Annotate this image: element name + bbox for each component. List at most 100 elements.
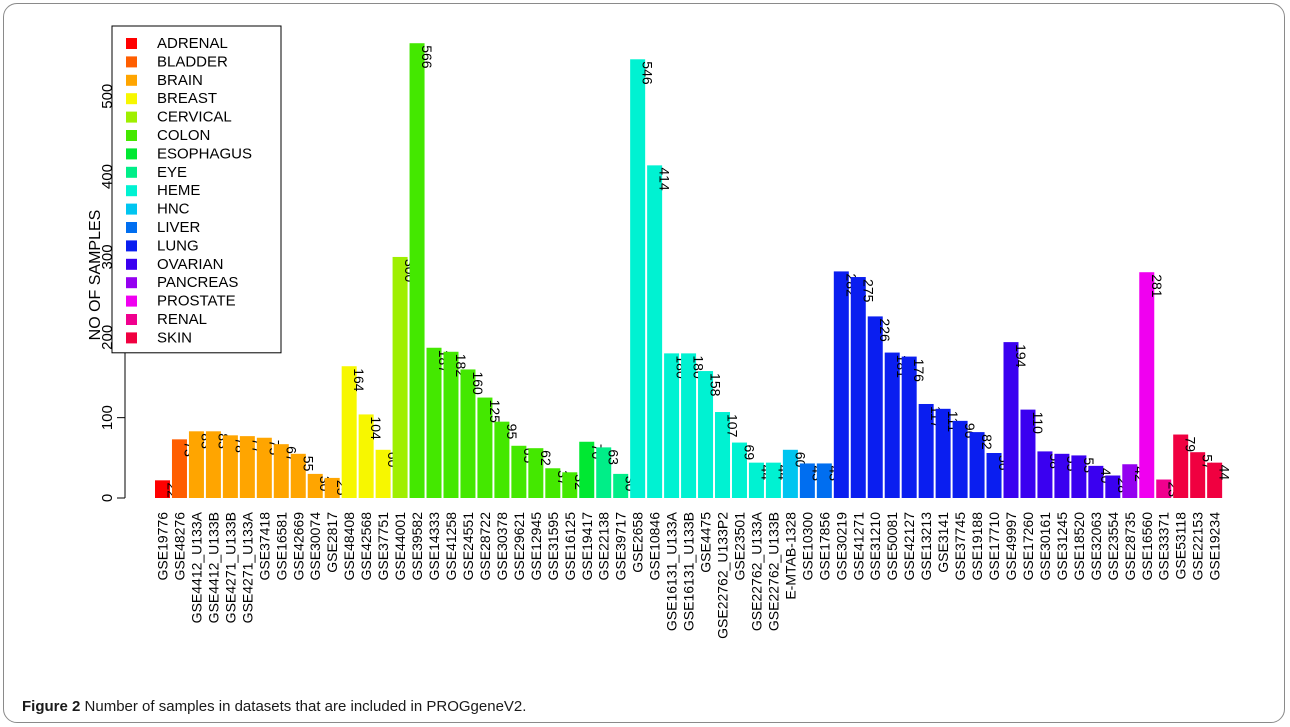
x-tick-label: GSE31210 bbox=[867, 512, 883, 581]
figure-caption-text: Number of samples in datasets that are i… bbox=[84, 698, 527, 715]
y-tick-label: 100 bbox=[99, 405, 116, 430]
legend-entry: COLON bbox=[157, 127, 210, 144]
bar-value-label: 62 bbox=[538, 450, 554, 466]
x-tick-label: GSE19188 bbox=[969, 512, 985, 581]
x-tick-label: GSE4271_U133A bbox=[239, 511, 255, 623]
bar-value-label: 566 bbox=[419, 45, 435, 69]
bar bbox=[1105, 475, 1121, 498]
bar-value-label: 82 bbox=[979, 434, 995, 450]
x-tick-label: GSE30074 bbox=[307, 512, 323, 581]
bar bbox=[528, 448, 544, 498]
figure-caption-label: Figure 2 bbox=[22, 698, 81, 715]
bar bbox=[765, 462, 781, 498]
bar bbox=[952, 420, 968, 498]
legend-entry: LIVER bbox=[157, 219, 201, 236]
bar bbox=[901, 356, 917, 498]
bar bbox=[630, 59, 646, 498]
bar bbox=[188, 431, 204, 498]
x-tick-label: GSE48408 bbox=[341, 512, 357, 581]
bar bbox=[816, 463, 832, 498]
x-tick-label: GSE22762_U133A bbox=[748, 511, 764, 631]
bar-value-label: 69 bbox=[741, 445, 757, 461]
legend-swatch bbox=[126, 148, 137, 160]
bar bbox=[833, 271, 849, 498]
bar bbox=[799, 463, 815, 498]
legend-entry: RENAL bbox=[157, 311, 207, 328]
bar bbox=[307, 473, 323, 498]
bar-value-label: 281 bbox=[1149, 274, 1165, 298]
x-tick-label: GSE4412_U133A bbox=[188, 511, 204, 623]
bar bbox=[511, 445, 527, 498]
bar bbox=[426, 347, 442, 498]
x-tick-label: GSE30378 bbox=[494, 512, 510, 581]
legend-swatch bbox=[126, 93, 137, 105]
x-tick-label: GSE17710 bbox=[986, 512, 1002, 581]
bar bbox=[1156, 479, 1172, 498]
bar bbox=[935, 408, 951, 498]
bar bbox=[731, 442, 747, 498]
bar bbox=[1139, 272, 1155, 498]
x-tick-label: GSE23501 bbox=[731, 512, 747, 581]
legend-entry: EYE bbox=[157, 164, 187, 181]
x-tick-label: GSE17260 bbox=[1020, 512, 1036, 581]
x-tick-label: GSE42568 bbox=[358, 512, 374, 581]
x-tick-label: GSE22762_U133B bbox=[765, 512, 781, 631]
bar-value-label: 104 bbox=[368, 416, 384, 440]
bars-group: 2273838378777567553025164104603005661871… bbox=[155, 43, 1233, 498]
x-tick-label: GSE32063 bbox=[1088, 512, 1104, 581]
x-tick-label: GSE18520 bbox=[1071, 512, 1087, 581]
x-tick-label: GSE39717 bbox=[613, 512, 629, 581]
x-tick-label: GSE42669 bbox=[290, 512, 306, 581]
bar-value-label: 160 bbox=[470, 371, 486, 395]
legend-swatch bbox=[126, 240, 137, 252]
bar-value-label: 125 bbox=[487, 400, 503, 424]
x-tick-label: GSE50081 bbox=[884, 512, 900, 581]
x-tick-label: GSE14333 bbox=[426, 512, 442, 581]
bar bbox=[647, 165, 663, 498]
bar bbox=[290, 453, 306, 498]
x-tick-label: GSE4475 bbox=[698, 512, 714, 573]
bar-value-label: 55 bbox=[300, 456, 316, 472]
bar bbox=[409, 43, 425, 499]
bar-value-label: 194 bbox=[1013, 344, 1029, 368]
legend-entry: ADRENAL bbox=[157, 35, 228, 52]
x-tick-label: GSE39582 bbox=[409, 512, 425, 581]
bar bbox=[239, 436, 255, 498]
bar bbox=[460, 369, 476, 498]
bar bbox=[324, 477, 340, 498]
legend-swatch bbox=[126, 74, 137, 86]
bar bbox=[443, 351, 459, 498]
legend-entry: BLADDER bbox=[157, 53, 228, 70]
bar-value-label: 226 bbox=[877, 318, 893, 342]
legend-entry: BRAIN bbox=[157, 72, 203, 89]
legend-entry: LUNG bbox=[157, 237, 199, 254]
bar bbox=[562, 472, 578, 498]
bar-value-label: 110 bbox=[1030, 412, 1046, 435]
bar-value-label: 95 bbox=[504, 424, 520, 440]
x-tick-label: GSE4271_U133B bbox=[222, 512, 238, 623]
x-tick-label: GSE41271 bbox=[850, 512, 866, 581]
x-tick-label: GSE12945 bbox=[528, 512, 544, 581]
figure-caption: Figure 2 Number of samples in datasets t… bbox=[22, 698, 526, 715]
legend-entry: SKIN bbox=[157, 329, 192, 346]
bar bbox=[1071, 455, 1087, 498]
x-tick-label: GSE48276 bbox=[171, 512, 187, 581]
bar bbox=[1020, 409, 1036, 498]
bar bbox=[596, 447, 612, 498]
x-tick-label: GSE22762_U133P2 bbox=[715, 512, 731, 639]
bar bbox=[850, 277, 866, 498]
x-tick-label: GSE30219 bbox=[833, 512, 849, 581]
bar bbox=[256, 437, 272, 498]
legend-swatch bbox=[126, 258, 137, 270]
bar bbox=[782, 449, 798, 498]
bar bbox=[477, 397, 493, 498]
x-tick-label: GSE44001 bbox=[392, 512, 408, 581]
bar bbox=[579, 441, 595, 498]
legend-entry: PANCREAS bbox=[157, 274, 238, 291]
bar bbox=[613, 473, 629, 498]
bar bbox=[884, 352, 900, 498]
x-tick-label: GSE28735 bbox=[1122, 512, 1138, 581]
y-tick-label: 0 bbox=[99, 494, 116, 502]
x-tick-label: GSE16131_U133B bbox=[681, 512, 697, 631]
